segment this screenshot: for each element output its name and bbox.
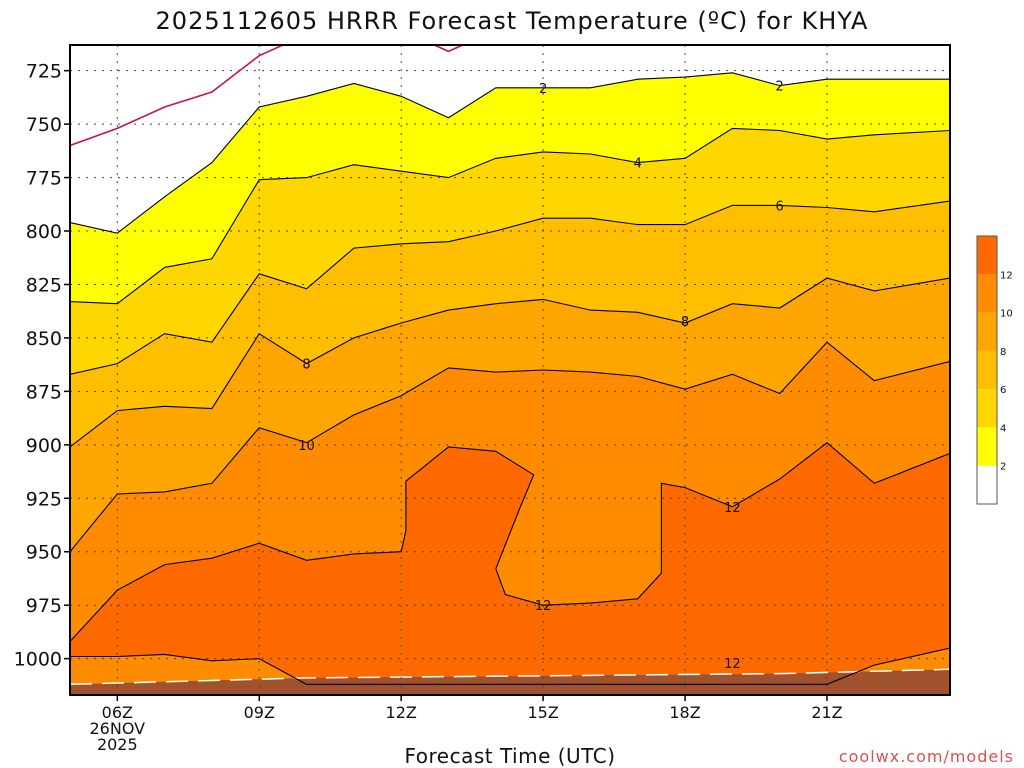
y-tick-label-875: 875 xyxy=(26,381,62,403)
y-tick-label-1000: 1000 xyxy=(14,649,62,671)
y-tick-label-725: 725 xyxy=(26,61,62,83)
x-tick-label-06Z: 06Z xyxy=(102,703,133,722)
plot-frame xyxy=(69,44,951,696)
contour-line-4-1 xyxy=(70,127,950,305)
colorbar-bin-4 xyxy=(977,312,997,351)
colorbar-label-4: 4 xyxy=(1000,423,1006,434)
x-tick-label-21Z: 21Z xyxy=(811,703,842,722)
colorbar-bin-3 xyxy=(977,350,997,390)
colorbar-frame xyxy=(976,235,998,505)
terrain-layer xyxy=(70,668,950,695)
contour-line-12-6 xyxy=(70,647,950,685)
y-tick-label-950: 950 xyxy=(26,542,62,564)
below-2-contour-line xyxy=(70,45,284,147)
contour-lines xyxy=(70,45,950,685)
temperature-band-12-5 xyxy=(70,442,950,695)
temperature-bands xyxy=(70,72,950,695)
x-tick-label-18Z: 18Z xyxy=(669,703,700,722)
contour-line-6-2 xyxy=(70,200,950,375)
x-tick-label-15Z: 15Z xyxy=(527,703,558,722)
contour-line-8-3 xyxy=(70,277,950,448)
contour-line-10-4 xyxy=(70,341,950,553)
credit-text: coolwx.com/models xyxy=(839,747,1014,766)
x-axis-label: Forecast Time (UTC) xyxy=(404,744,615,768)
y-tick-label-975: 975 xyxy=(26,595,62,617)
terrain-fill xyxy=(70,669,950,695)
colorbar-label-2: 2 xyxy=(1000,462,1006,473)
contour-label-8: 8 xyxy=(302,358,310,373)
y-tick-label-750: 750 xyxy=(26,114,62,136)
colorbar-bin-2 xyxy=(977,389,997,428)
y-tick-label-900: 900 xyxy=(26,435,62,457)
y-tick-label-825: 825 xyxy=(26,274,62,296)
contour-line-2-0 xyxy=(70,72,950,234)
colorbar-bin-5 xyxy=(977,274,997,313)
y-axis: 725 750 775 800 825 850 875 900 925 950 975 1000 xyxy=(14,61,70,671)
contour-line-12-5 xyxy=(70,441,950,642)
plot-area xyxy=(70,45,950,695)
x-tick-label-12Z: 12Z xyxy=(386,703,417,722)
y-tick-label-925: 925 xyxy=(26,488,62,510)
colorbar-label-6: 6 xyxy=(1000,385,1006,396)
colorbar-label-12: 12 xyxy=(1000,270,1013,281)
colorbar-bin-1 xyxy=(977,427,997,466)
colorbar-bin-0 xyxy=(977,465,997,504)
grid-layer xyxy=(70,45,950,695)
y-tick-label-775: 775 xyxy=(26,168,62,190)
below-2-contour-spike xyxy=(433,45,464,53)
x-tick-label-2025: 2025 xyxy=(97,735,138,754)
x-tick-label-26NOV: 26NOV xyxy=(90,719,146,738)
contour-label-12: 12 xyxy=(535,599,552,614)
contour-label-12: 12 xyxy=(724,657,741,672)
contour-label-6: 6 xyxy=(776,199,784,214)
y-tick-label-850: 850 xyxy=(26,328,62,350)
colorbar-bin-6 xyxy=(977,236,997,275)
colorbar-label-8: 8 xyxy=(1000,347,1006,358)
contour-label-12: 12 xyxy=(724,501,741,516)
contour-labels: 2 2 4 6 8 8 10 12 12 12 xyxy=(298,80,784,672)
contour-label-10: 10 xyxy=(298,439,315,454)
x-tick-label-09Z: 09Z xyxy=(244,703,275,722)
chart-title: 2025112605 HRRR Forecast Temperature (ºC… xyxy=(156,7,869,35)
contour-label-2: 2 xyxy=(539,82,547,97)
contour-label-2: 2 xyxy=(776,80,784,95)
y-tick-label-800: 800 xyxy=(26,221,62,243)
contour-label-8: 8 xyxy=(681,315,689,330)
colorbar-label-10: 10 xyxy=(1000,309,1013,320)
contour-label-4: 4 xyxy=(634,157,642,172)
colorbar: 2 4 6 8 10 12 xyxy=(976,235,1013,505)
